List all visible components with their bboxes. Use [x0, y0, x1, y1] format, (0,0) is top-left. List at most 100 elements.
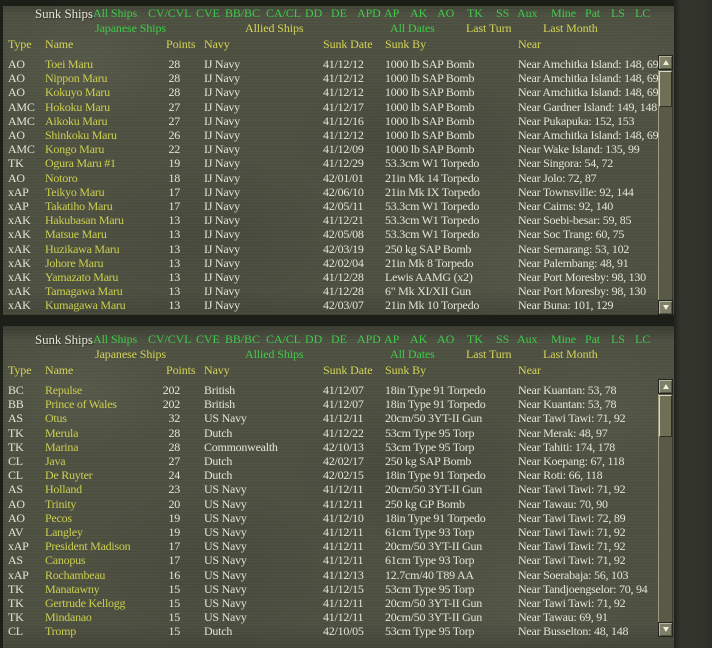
table-row[interactable]: xAP Teikyo Maru 17 IJ Navy 42/06/10 21in Mk I…	[0, 185, 676, 199]
table-row[interactable]: CL De Ruyter 24 Dutch 42/02/15 18in Type 91 T…	[0, 468, 676, 482]
filter-japanese-ships[interactable]: Japanese Ships	[95, 21, 166, 35]
table-row[interactable]: xAP Rochambeau 16 US Navy 41/12/13 12.7cm/40 …	[0, 568, 676, 582]
type-filter-ls[interactable]: LS	[611, 6, 625, 20]
type-filter-ca-cl[interactable]: CA/CL	[266, 6, 301, 20]
table-row[interactable]: TK Merula 28 Dutch 41/12/22 53cm Type 95 Torp…	[0, 426, 676, 440]
type-filter-de[interactable]: DE	[331, 6, 347, 20]
table-row[interactable]: AS Otus 32 US Navy 41/12/11 20cm/50 3YT-II Gu…	[0, 411, 676, 425]
scroll-thumb[interactable]	[659, 395, 672, 437]
table-row[interactable]: xAK Matsue Maru 13 IJ Navy 42/05/08 53.3cm W1…	[0, 227, 676, 241]
table-row[interactable]: AS Holland 23 US Navy 41/12/11 20cm/50 3YT-II…	[0, 482, 676, 496]
filter-last-turn[interactable]: Last Turn	[466, 347, 512, 361]
type-filter-de[interactable]: DE	[331, 332, 347, 346]
table-row[interactable]: AMC Aikoku Maru 27 IJ Navy 41/12/16 1000 lb S…	[0, 114, 676, 128]
column-header-navy: Navy	[204, 37, 230, 51]
type-filter-ak[interactable]: AK	[410, 332, 428, 346]
table-row[interactable]: AMC Kongo Maru 22 IJ Navy 41/12/09 1000 lb SA…	[0, 142, 676, 156]
cell-sunk-date: 42/05/11	[323, 199, 364, 213]
type-filter-bb-bc[interactable]: BB/BC	[225, 6, 260, 20]
type-filter-lc[interactable]: LC	[635, 6, 651, 20]
table-row[interactable]: AO Kokuyo Maru 28 IJ Navy 41/12/12 1000 lb SA…	[0, 85, 676, 99]
table-row[interactable]: AO Pecos 19 US Navy 41/12/10 18in Type 91 Tor…	[0, 511, 676, 525]
table-row[interactable]: xAP Takatiho Maru 17 IJ Navy 42/05/11 53.3cm …	[0, 199, 676, 213]
table-row[interactable]: xAP President Madison 17 US Navy 41/12/11 20c…	[0, 539, 676, 553]
type-filter-cve[interactable]: CVE	[196, 6, 220, 20]
scroll-thumb[interactable]	[659, 71, 672, 107]
type-filter-cv-cvl[interactable]: CV/CVL	[148, 332, 192, 346]
type-filter-mine[interactable]: Mine	[551, 332, 576, 346]
type-filter-tk[interactable]: TK	[467, 332, 483, 346]
type-filter-ao[interactable]: AO	[437, 6, 455, 20]
table-row[interactable]: AV Langley 19 US Navy 41/12/11 61cm Type 93 T…	[0, 525, 676, 539]
type-filter-ss[interactable]: SS	[496, 6, 510, 20]
table-row[interactable]: xAK Kumagawa Maru 13 IJ Navy 42/03/07 21in Mk…	[0, 298, 676, 312]
cell-navy: US Navy	[204, 497, 247, 511]
type-filter-dd[interactable]: DD	[305, 332, 323, 346]
type-filter-all-ships[interactable]: All Ships	[93, 332, 138, 346]
table-row[interactable]: AMC Hokoku Maru 27 IJ Navy 41/12/17 1000 lb S…	[0, 100, 676, 114]
type-filter-dd[interactable]: DD	[305, 6, 323, 20]
table-row[interactable]: AO Nippon Maru 28 IJ Navy 41/12/12 1000 lb SA…	[0, 71, 676, 85]
type-filter-cve[interactable]: CVE	[196, 332, 220, 346]
type-filter-mine[interactable]: Mine	[551, 6, 576, 20]
type-filter-ao[interactable]: AO	[437, 332, 455, 346]
type-filter-ak[interactable]: AK	[410, 6, 428, 20]
table-row[interactable]: TK Gertrude Kellogg 15 US Navy 41/12/11 20cm/…	[0, 596, 676, 610]
filter-last-month[interactable]: Last Month	[543, 347, 598, 361]
filter-all-dates[interactable]: All Dates	[390, 347, 435, 361]
type-filter-bb-bc[interactable]: BB/BC	[225, 332, 260, 346]
cell-type: xAK	[8, 270, 31, 284]
type-filter-ls[interactable]: LS	[611, 332, 625, 346]
table-row[interactable]: AO Notoro 18 IJ Navy 42/01/01 21in Mk 14 Torp…	[0, 171, 676, 185]
cell-type: TK	[8, 426, 24, 440]
filter-last-month[interactable]: Last Month	[543, 21, 598, 35]
type-filter-all-ships[interactable]: All Ships	[93, 6, 138, 20]
table-row[interactable]: TK Mindanao 15 US Navy 41/12/11 20cm/50 3YT-I…	[0, 610, 676, 624]
table-row[interactable]: xAK Tamagawa Maru 13 IJ Navy 41/12/28 6" Mk X…	[0, 284, 676, 298]
filter-last-turn[interactable]: Last Turn	[466, 21, 512, 35]
scroll-up-button[interactable]	[658, 379, 673, 394]
table-row[interactable]: xAK Yamazato Maru 13 IJ Navy 41/12/28 Lewis A…	[0, 270, 676, 284]
cell-points: 16	[168, 568, 181, 582]
type-filter-aux[interactable]: Aux	[517, 332, 538, 346]
type-filter-apd[interactable]: APD	[357, 332, 381, 346]
scroll-up-button[interactable]	[658, 55, 673, 70]
table-row[interactable]: AS Canopus 17 US Navy 41/12/11 61cm Type 93 T…	[0, 553, 676, 567]
type-filter-ap[interactable]: AP	[384, 6, 400, 20]
cell-type: AO	[8, 128, 25, 142]
scroll-down-button[interactable]	[658, 622, 673, 637]
scroll-down-button[interactable]	[658, 300, 673, 315]
type-filter-ss[interactable]: SS	[496, 332, 510, 346]
table-row[interactable]: AO Toei Maru 28 IJ Navy 41/12/12 1000 lb SAP …	[0, 57, 676, 71]
type-filter-tk[interactable]: TK	[467, 6, 483, 20]
type-filter-lc[interactable]: LC	[635, 332, 651, 346]
table-row[interactable]: TK Manatawny 15 US Navy 41/12/15 53cm Type 95…	[0, 582, 676, 596]
type-filter-ca-cl[interactable]: CA/CL	[266, 332, 301, 346]
column-header-sunk-by: Sunk By	[385, 363, 426, 377]
table-row[interactable]: xAK Huzikawa Maru 13 IJ Navy 42/03/19 250 kg …	[0, 242, 676, 256]
filter-all-dates[interactable]: All Dates	[390, 21, 435, 35]
table-row[interactable]: AO Shinkoku Maru 26 IJ Navy 41/12/12 1000 lb …	[0, 128, 676, 142]
filter-allied-ships[interactable]: Allied Ships	[245, 21, 304, 35]
filter-allied-ships[interactable]: Allied Ships	[245, 347, 304, 361]
type-filter-aux[interactable]: Aux	[517, 6, 538, 20]
table-row[interactable]: CL Tromp 15 Dutch 42/10/05 53cm Type 95 Torp N…	[0, 624, 676, 638]
scrollbar-track[interactable]	[658, 379, 673, 637]
type-filter-cv-cvl[interactable]: CV/CVL	[148, 6, 192, 20]
filter-japanese-ships[interactable]: Japanese Ships	[95, 347, 166, 361]
table-row[interactable]: BC Repulse 202 British 41/12/07 18in Type 91 …	[0, 383, 676, 397]
table-row[interactable]: xAK Johore Maru 13 IJ Navy 42/02/04 21in Mk 8…	[0, 256, 676, 270]
type-filter-ap[interactable]: AP	[384, 332, 400, 346]
cell-sunk-date: 41/12/28	[323, 270, 364, 284]
table-row[interactable]: TK Ogura Maru #1 19 IJ Navy 41/12/29 53.3cm W…	[0, 156, 676, 170]
type-filter-pat[interactable]: Pat	[585, 6, 601, 20]
table-row[interactable]: TK Marina 28 Commonwealth 42/10/13 53cm Type …	[0, 440, 676, 454]
type-filter-apd[interactable]: APD	[357, 6, 381, 20]
table-row[interactable]: AO Trinity 20 US Navy 41/12/11 250 kg GP Bomb…	[0, 497, 676, 511]
table-row[interactable]: BB Prince of Wales 202 British 41/12/07 18in …	[0, 397, 676, 411]
cell-sunk-by: 53.3cm W1 Torpedo	[385, 156, 480, 170]
type-filter-pat[interactable]: Pat	[585, 332, 601, 346]
table-row[interactable]: xAK Hakubasan Maru 13 IJ Navy 41/12/21 53.3cm…	[0, 213, 676, 227]
table-row[interactable]: CL Java 27 Dutch 42/02/17 250 kg SAP Bomb Near…	[0, 454, 676, 468]
scrollbar-track[interactable]	[658, 55, 673, 315]
